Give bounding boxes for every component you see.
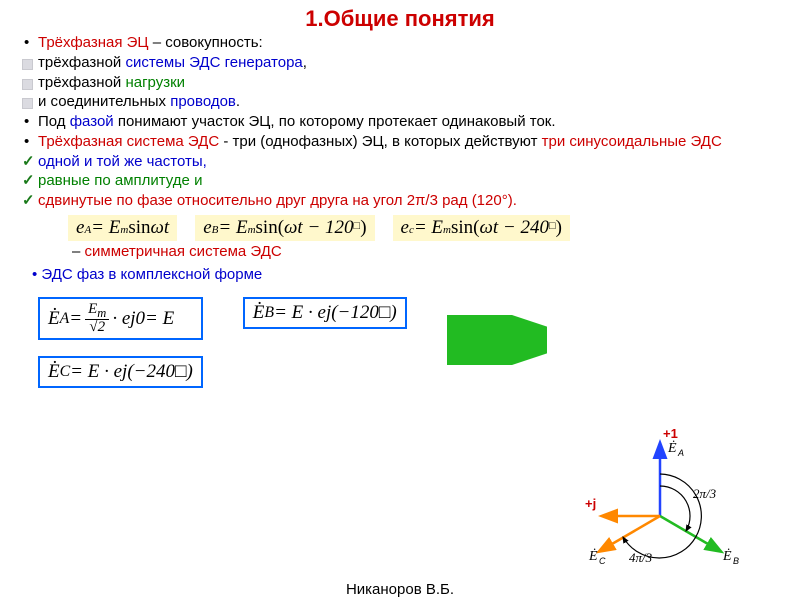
svg-text:Ė: Ė [722, 548, 732, 564]
svg-text:4π/3: 4π/3 [629, 550, 653, 565]
formula-eA: eA = Em sin ωt [68, 215, 177, 241]
svg-text:A: A [677, 448, 684, 458]
def-phase: Под фазой понимают участок ЭЦ, по которо… [12, 113, 788, 132]
svg-text:+1: +1 [663, 426, 678, 441]
def-threephase-ec: Трёхфазная ЭЦ – совокупность: [12, 34, 788, 53]
prop-frequency: одной и той же частоты, [12, 153, 788, 172]
svg-text:Ė: Ė [667, 440, 677, 456]
formula-eB: eB = Em sin(ωt − 120□) [195, 215, 374, 241]
prop-amplitude: равные по амплитуде и [12, 172, 788, 191]
def-load: трёхфазной нагрузки [12, 74, 788, 93]
svg-text:2π/3: 2π/3 [693, 486, 717, 501]
formula-time-row: eA = Em sin ωt eB = Em sin(ωt − 120□) ec… [68, 215, 788, 241]
svg-text:+j: +j [585, 496, 596, 511]
formula-EA: EA = Em√2· ej0 = E [38, 297, 203, 341]
complex-label: • ЭДС фаз в комплексной форме [12, 266, 788, 283]
def-wires: и соединительных проводов. [12, 93, 788, 112]
formula-EB: EB = E · ej(−120□) [243, 297, 407, 329]
svg-text:B: B [733, 556, 739, 566]
arrow-icon [447, 315, 547, 365]
formula-complex-row: EA = Em√2· ej0 = E EC = E · ej(−240□) EB… [38, 297, 788, 389]
formula-eC: ec = Em sin(ωt − 240□) [393, 215, 570, 241]
author-label: Никаноров В.Б. [0, 581, 800, 598]
page-title: 1.Общие понятия [0, 0, 800, 32]
prop-phase-shift: сдвинутые по фазе относительно друг друг… [12, 192, 788, 211]
phasor-diagram: +1 +j ĖA ĖB ĖC 2π/3 4π/3 [585, 426, 765, 570]
def-system-eds: трёхфазной системы ЭДС генератора, [12, 54, 788, 73]
symmetric-label: – симметричная система ЭДС [12, 243, 788, 260]
def-threephase-system: Трёхфазная система ЭДС - три (однофазных… [12, 133, 788, 152]
formula-EC: EC = E · ej(−240□) [38, 356, 203, 388]
content-body: Трёхфазная ЭЦ – совокупность: трёхфазной… [0, 32, 800, 388]
svg-text:Ė: Ė [588, 548, 598, 564]
svg-text:C: C [599, 556, 606, 566]
